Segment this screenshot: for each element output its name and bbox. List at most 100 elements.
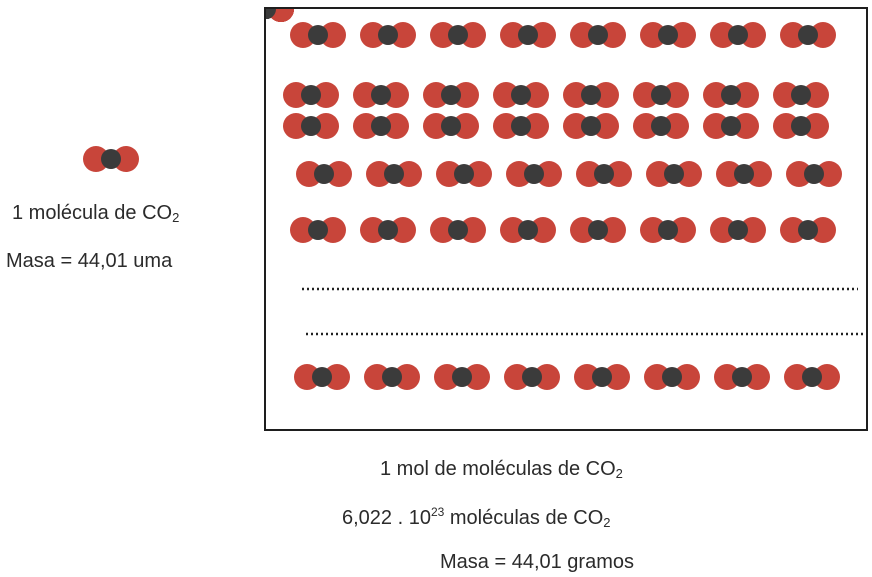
oxygen-atom <box>360 217 386 243</box>
carbon-atom <box>378 25 398 45</box>
co2-molecule <box>504 364 560 390</box>
oxygen-atom <box>814 364 840 390</box>
oxygen-atom <box>773 82 799 108</box>
oxygen-atom <box>640 22 666 48</box>
co2-molecule <box>570 217 626 243</box>
oxygen-atom <box>390 217 416 243</box>
oxygen-atom <box>644 364 670 390</box>
co2-molecule <box>703 82 759 108</box>
oxygen-atom <box>326 161 352 187</box>
oxygen-atom <box>534 364 560 390</box>
carbon-atom <box>314 164 334 184</box>
carbon-atom <box>382 367 402 387</box>
co2-molecule <box>430 22 486 48</box>
carbon-atom <box>371 116 391 136</box>
carbon-atom <box>721 116 741 136</box>
oxygen-atom <box>324 364 350 390</box>
oxygen-atom <box>290 22 316 48</box>
co2-molecule <box>294 364 350 390</box>
caption-avogadro: 6,022 . 1023 moléculas de CO2 <box>342 505 611 530</box>
co2-molecule <box>773 113 829 139</box>
co2-molecule <box>423 82 479 108</box>
co2-molecule <box>784 364 840 390</box>
carbon-atom <box>791 116 811 136</box>
oxygen-atom <box>640 217 666 243</box>
co2-molecule <box>283 82 339 108</box>
oxygen-atom <box>563 113 589 139</box>
single-co2-molecule <box>83 146 139 172</box>
oxygen-atom <box>320 217 346 243</box>
oxygen-atom <box>740 22 766 48</box>
oxygen-atom <box>570 217 596 243</box>
oxygen-atom <box>530 22 556 48</box>
carbon-atom <box>441 116 461 136</box>
co2-molecule <box>646 161 702 187</box>
oxygen-atom <box>320 22 346 48</box>
oxygen-atom <box>283 82 309 108</box>
oxygen-atom-left <box>83 146 109 172</box>
oxygen-atom <box>563 82 589 108</box>
single-molecule-mass: Masa = 44,01 uma <box>6 250 173 272</box>
oxygen-atom <box>500 22 526 48</box>
oxygen-atom <box>313 82 339 108</box>
carbon-atom <box>452 367 472 387</box>
oxygen-atom <box>353 113 379 139</box>
co2-molecule <box>436 161 492 187</box>
oxygen-atom <box>523 82 549 108</box>
oxygen-atom <box>606 161 632 187</box>
co2-molecule <box>290 22 346 48</box>
oxygen-atom <box>504 364 530 390</box>
carbon-atom <box>732 367 752 387</box>
oxygen-atom <box>570 22 596 48</box>
carbon-atom <box>658 220 678 240</box>
oxygen-atom <box>493 113 519 139</box>
oxygen-atom <box>364 364 390 390</box>
carbon-atom <box>101 149 121 169</box>
oxygen-atom <box>360 22 386 48</box>
oxygen-atom <box>600 22 626 48</box>
oxygen-atom <box>466 161 492 187</box>
co2-molecule <box>633 113 689 139</box>
oxygen-atom <box>574 364 600 390</box>
co2-molecule <box>500 217 556 243</box>
co2-molecule <box>366 161 422 187</box>
co2-molecule <box>716 161 772 187</box>
co2-molecule <box>570 22 626 48</box>
carbon-atom <box>588 25 608 45</box>
oxygen-atom <box>604 364 630 390</box>
carbon-atom <box>728 25 748 45</box>
oxygen-atom <box>464 364 490 390</box>
oxygen-atom <box>740 217 766 243</box>
oxygen-atom <box>810 22 836 48</box>
oxygen-atom <box>313 113 339 139</box>
co2-molecule <box>500 22 556 48</box>
co2-molecule <box>633 82 689 108</box>
oxygen-atom <box>710 22 736 48</box>
carbon-atom <box>511 85 531 105</box>
oxygen-atom <box>744 364 770 390</box>
carbon-atom <box>734 164 754 184</box>
single-molecule-label: 1 molécula de CO2 <box>12 202 180 225</box>
co2-molecule <box>360 217 416 243</box>
oxygen-atom <box>383 82 409 108</box>
carbon-atom <box>798 220 818 240</box>
carbon-atom <box>728 220 748 240</box>
co2-molecule <box>640 217 696 243</box>
oxygen-atom <box>453 113 479 139</box>
oxygen-atom <box>523 113 549 139</box>
co2-molecule <box>710 217 766 243</box>
carbon-atom <box>662 367 682 387</box>
oxygen-atom <box>576 161 602 187</box>
carbon-atom <box>518 25 538 45</box>
oxygen-atom <box>803 113 829 139</box>
co2-molecule <box>434 364 490 390</box>
oxygen-atom <box>593 82 619 108</box>
oxygen-atom <box>674 364 700 390</box>
oxygen-atom <box>506 161 532 187</box>
co2-molecule <box>780 22 836 48</box>
carbon-atom <box>798 25 818 45</box>
carbon-atom <box>804 164 824 184</box>
oxygen-atom <box>816 161 842 187</box>
carbon-atom <box>581 85 601 105</box>
molecule-grid <box>266 9 866 390</box>
